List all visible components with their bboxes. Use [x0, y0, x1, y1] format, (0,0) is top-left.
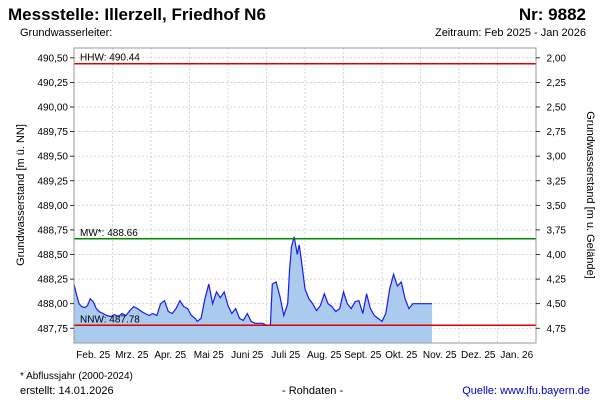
x-tick-label: Apr. 25 — [154, 350, 186, 361]
left-tick-label: 490,25 — [37, 78, 68, 89]
left-tick-label: 487,75 — [37, 324, 68, 335]
water-level-area — [74, 236, 433, 343]
left-tick-label: 489,00 — [37, 201, 68, 212]
x-tick-label: Juli 25 — [271, 350, 300, 361]
right-tick-label: 4,75 — [547, 324, 567, 335]
left-tick-label: 489,75 — [37, 127, 68, 138]
reference-lines: HHW: 490.44 MW*: 488.66 NNW: 487.78 — [74, 53, 536, 327]
right-tick-label: 3,00 — [547, 152, 567, 163]
station-number: Nr: 9882 — [518, 5, 586, 24]
station-title: Messstelle: Illerzell, Friedhof N6 — [8, 5, 266, 24]
source-link[interactable]: Quelle: www.lfu.bayern.de — [462, 385, 590, 397]
x-tick-label: Jan. 26 — [500, 350, 533, 361]
x-tick-label: Mai 25 — [194, 350, 224, 361]
x-tick-label: Dez. 25 — [461, 350, 496, 361]
left-tick-label: 489,25 — [37, 176, 68, 187]
grid — [74, 48, 536, 343]
plot-frame — [73, 47, 537, 344]
left-axis-title: Grundwasserstand [m ü. NN] — [15, 124, 27, 266]
right-tick-label: 4,00 — [547, 250, 567, 261]
left-tick-label: 488,25 — [37, 275, 68, 286]
x-tick-label: Okt. 25 — [385, 350, 418, 361]
x-tick-label: Mrz. 25 — [115, 350, 149, 361]
left-tick-label: 490,50 — [37, 53, 68, 64]
right-tick-label: 3,25 — [547, 176, 567, 187]
x-tick-label: Sept. 25 — [344, 350, 382, 361]
period-label: Zeitraum: Feb 2025 - Jan 2026 — [434, 27, 586, 39]
right-tick-label: 2,75 — [547, 127, 567, 138]
water-level-series — [73, 236, 433, 343]
reference-label: MW*: 488.66 — [80, 228, 138, 239]
right-tick-label: 4,25 — [547, 275, 567, 286]
x-tick-label: Juni 25 — [231, 350, 264, 361]
right-tick-label: 4,50 — [547, 299, 567, 310]
raw-data-note: - Rohdaten - — [282, 385, 344, 397]
reference-label: NNW: 487.78 — [80, 314, 140, 325]
x-axis-ticks: Feb. 25 Mrz. 25 Apr. 25 Mai 25 Juni 25 Juli 2… — [76, 350, 533, 361]
right-axis-ticks: 2,00 2,25 2,50 2,75 3,00 3,25 3,50 3,75 4,00 4,25… — [536, 53, 567, 335]
left-tick-label: 489,50 — [37, 152, 68, 163]
reference-label: HHW: 490.44 — [80, 53, 140, 64]
right-tick-label: 2,25 — [547, 78, 567, 89]
left-axis-ticks: 490,50 490,25 490,00 489,75 489,50 489,25 489,… — [37, 53, 74, 335]
left-tick-label: 488,00 — [37, 299, 68, 310]
left-tick-label: 488,75 — [37, 225, 68, 236]
right-tick-label: 3,75 — [547, 225, 567, 236]
right-tick-label: 2,50 — [547, 103, 567, 114]
water-level-line — [73, 236, 433, 326]
created-date: erstellt: 14.01.2026 — [20, 385, 114, 397]
x-tick-label: Nov. 25 — [423, 350, 457, 361]
right-tick-label: 2,00 — [547, 53, 567, 64]
left-tick-label: 490,00 — [37, 103, 68, 114]
right-axis-title: Grundwasserstand [m u. Gelände] — [584, 111, 596, 279]
right-tick-label: 3,50 — [547, 201, 567, 212]
x-tick-label: Aug. 25 — [307, 350, 342, 361]
x-tick-label: Feb. 25 — [76, 350, 110, 361]
left-tick-label: 488,50 — [37, 250, 68, 261]
aquifer-label: Grundwasserleiter: — [20, 27, 113, 39]
footnote: * Abflussjahr (2000-2024) — [20, 371, 133, 382]
